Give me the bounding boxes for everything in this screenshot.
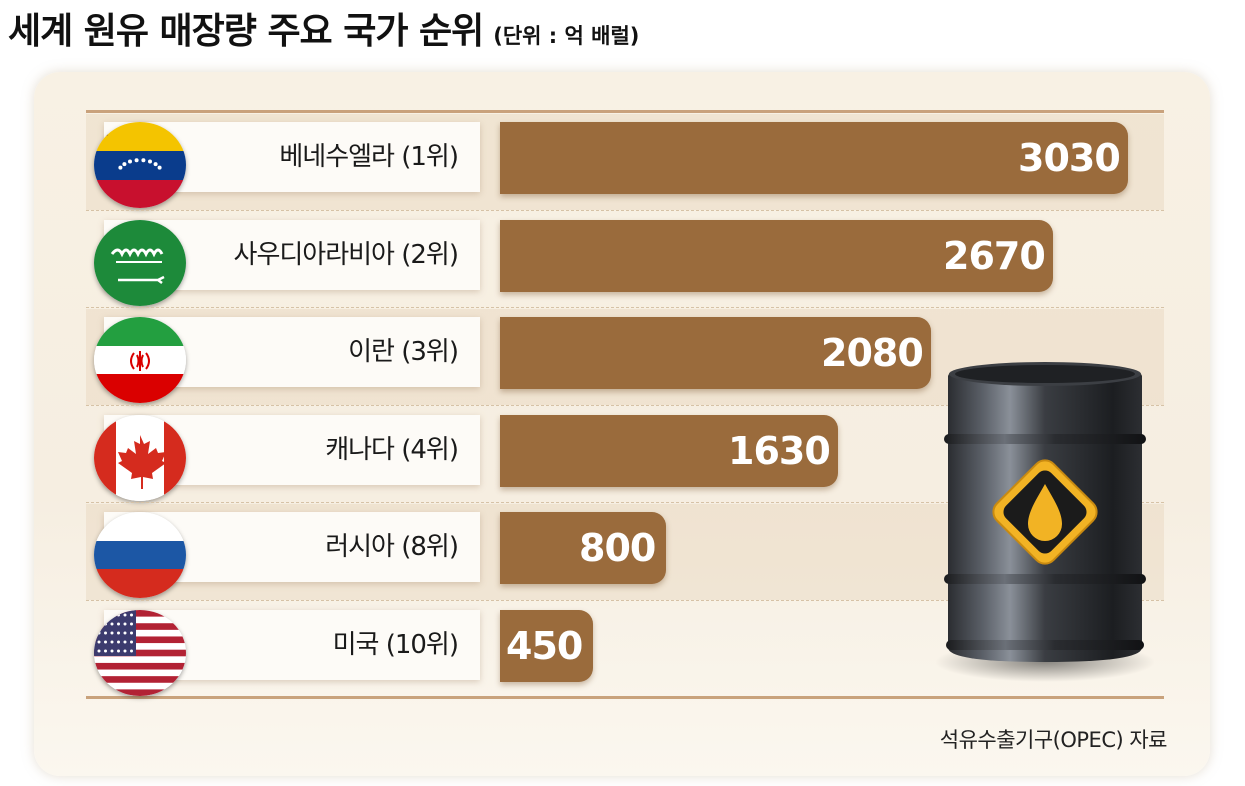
bar (500, 220, 1053, 292)
bar-value-label: 3030 (1018, 136, 1121, 180)
bottom-rule (86, 696, 1164, 699)
bar (500, 512, 666, 584)
row-divider (86, 307, 1164, 308)
bar-value-label: 2080 (821, 331, 924, 375)
country-label: 이란 (3위) (348, 337, 459, 367)
bar (500, 122, 1128, 194)
title-area: 세계 원유 매장량 주요 국가 순위 (단위 : 억 배럴) (8, 2, 640, 52)
row-divider (86, 600, 1164, 601)
bar (500, 610, 593, 682)
bar (500, 415, 838, 487)
saudi-arabia-flag-icon (94, 220, 186, 306)
country-label: 캐나다 (4위) (325, 435, 459, 465)
country-label: 러시아 (8위) (325, 532, 459, 562)
oil-barrel-icon (936, 362, 1154, 682)
bar (500, 317, 931, 389)
country-label: 사우디아라비아 (2위) (233, 240, 459, 270)
canada-flag-icon (94, 415, 186, 501)
venezuela-flag-icon (94, 122, 186, 208)
row-divider (86, 502, 1164, 503)
bar-value-label: 1630 (728, 429, 831, 473)
chart-title: 세계 원유 매장량 주요 국가 순위 (8, 11, 484, 52)
russia-flag-icon (94, 512, 186, 598)
top-rule (86, 110, 1164, 113)
row-divider (86, 405, 1164, 406)
usa-flag-icon (94, 610, 186, 696)
row-divider (86, 210, 1164, 211)
unit-label: (단위 : 억 배럴) (493, 24, 640, 48)
country-label: 미국 (10위) (332, 630, 459, 660)
bar-value-label: 2670 (943, 234, 1046, 278)
iran-flag-icon (94, 317, 186, 403)
source-note: 석유수출기구(OPEC) 자료 (939, 728, 1168, 752)
bar-value-label: 450 (506, 624, 583, 668)
country-label: 베네수엘라 (1위) (279, 142, 459, 172)
bar-value-label: 800 (579, 526, 656, 570)
